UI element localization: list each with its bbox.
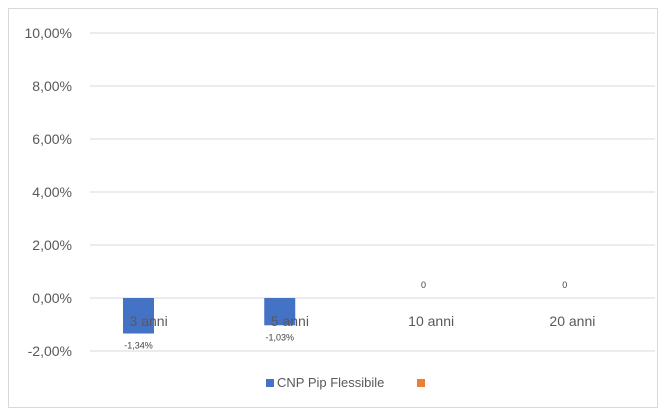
data-label: 0 [562, 280, 567, 290]
y-tick-label: 8,00% [32, 78, 72, 94]
data-label: -1,34% [124, 341, 153, 351]
bar-2-series-1 [264, 298, 296, 326]
category-label: 20 anni [549, 313, 595, 329]
y-axis-ticks: 10,00% 8,00% 6,00% 4,00% 2,00% 0,00% -2,00% [25, 25, 72, 359]
y-tick-label: -2,00% [28, 343, 72, 359]
data-label: 0 [421, 280, 426, 290]
y-tick-label: 10,00% [25, 25, 72, 41]
gridlines [90, 32, 655, 352]
legend-swatch-series-2 [417, 379, 425, 387]
chart-frame [8, 8, 658, 408]
legend-swatch-series-1 [266, 379, 274, 387]
y-tick-label: 2,00% [32, 237, 72, 253]
y-tick-label: 4,00% [32, 184, 72, 200]
bar-1-series-1 [123, 298, 154, 334]
category-label: 10 anni [408, 313, 454, 329]
bars [123, 298, 296, 334]
y-tick-label: 0,00% [32, 290, 72, 306]
legend-label-series-1: CNP Pip Flessibile [277, 375, 384, 390]
y-tick-label: 6,00% [32, 131, 72, 147]
legend: CNP Pip Flessibile [266, 375, 425, 390]
data-labels: -1,34% -1,03% 0 0 [124, 280, 567, 351]
category-labels: 3 anni 5 anni 10 anni 20 anni [130, 313, 596, 329]
category-label: 5 anni [271, 313, 309, 329]
data-label: -1,03% [265, 332, 294, 342]
category-label: 3 anni [130, 313, 168, 329]
